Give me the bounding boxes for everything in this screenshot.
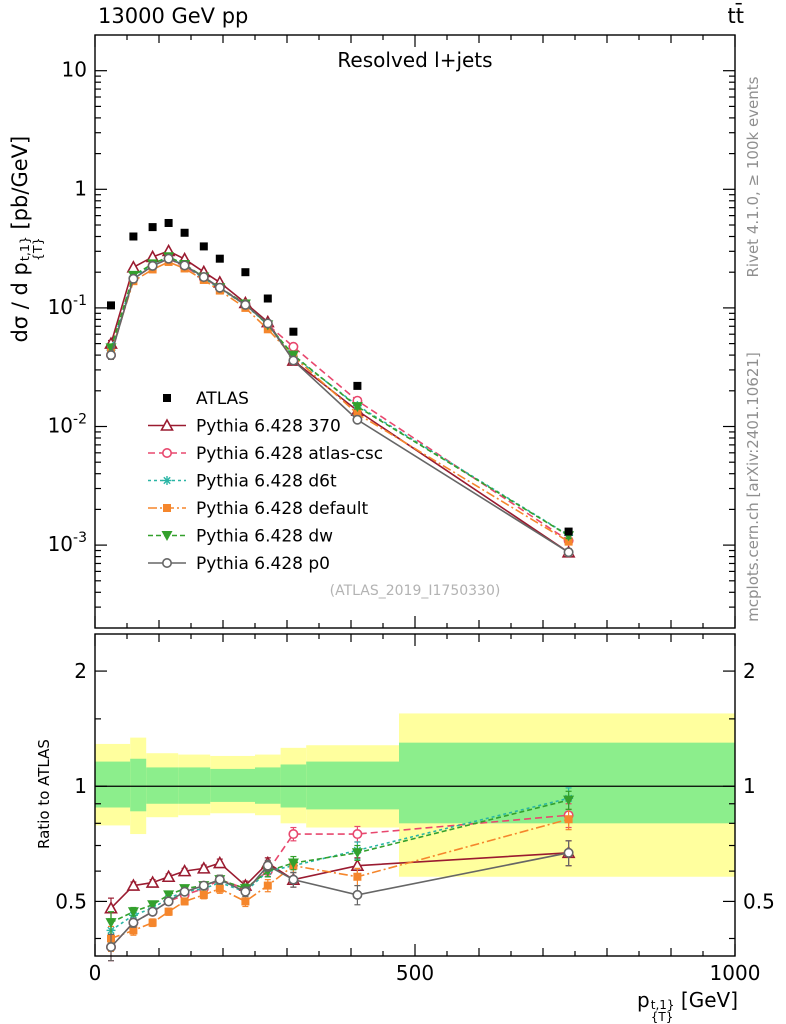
svg-text:ATLAS: ATLAS [196,389,249,409]
y-label-prefix: dσ / d p [7,262,32,343]
svg-text:1: 1 [743,774,756,798]
y-label-suffix: [pb/GeV] [7,135,32,237]
x-label-supsub: t,1} {T} [651,999,675,1024]
x-label-suffix: [GeV] [674,988,738,1012]
y-label-supsub: t,1} {T} [17,236,45,262]
svg-text:0.5: 0.5 [743,889,775,913]
panel-title: Resolved l+jets [337,48,493,72]
analysis-watermark: (ATLAS_2019_I1750330) [329,583,501,599]
svg-text:0: 0 [89,961,102,985]
x-label-sup: t,1} [650,997,675,1012]
svg-text:500: 500 [396,961,434,985]
y-axis-label-ratio: Ratio to ATLAS [35,739,53,849]
rivet-version-caption: Rivet 4.1.0, ≥ 100k events [744,76,762,278]
svg-text:1000: 1000 [710,961,761,985]
svg-text:Pythia 6.428 dw: Pythia 6.428 dw [196,527,333,547]
svg-text:2: 2 [74,659,87,683]
y-label-sub: {T} [29,237,45,262]
svg-text:10: 10 [62,58,87,82]
svg-text:1: 1 [74,774,87,798]
svg-text:0.5: 0.5 [55,889,87,913]
svg-text:1: 1 [74,176,87,200]
svg-text:2: 2 [743,659,756,683]
beam-energy-title: 13000 GeV pp [98,4,249,28]
svg-text:10-1: 10-1 [48,293,87,319]
x-label-prefix: p [637,988,650,1012]
x-axis-label: p t,1} {T} [GeV] [520,988,738,1024]
svg-text:Pythia 6.428 default: Pythia 6.428 default [196,499,369,519]
svg-text:Pythia 6.428 370: Pythia 6.428 370 [196,417,341,437]
mcplots-arxiv-caption: mcplots.cern.ch [arXiv:2401.10621] [744,352,762,622]
svg-text:Pythia 6.428 p0: Pythia 6.428 p0 [196,554,330,574]
svg-text:Pythia 6.428 atlas-csc: Pythia 6.428 atlas-csc [196,444,383,464]
y-axis-label-top: dσ / d p t,1} {T} [pb/GeV] [7,9,45,469]
x-label-sub: {T} [650,1010,674,1024]
process-title: tt̄ [727,4,744,28]
svg-text:Pythia 6.428 d6t: Pythia 6.428 d6t [196,472,337,492]
svg-text:10-2: 10-2 [48,412,87,438]
svg-text:10-3: 10-3 [48,530,87,556]
